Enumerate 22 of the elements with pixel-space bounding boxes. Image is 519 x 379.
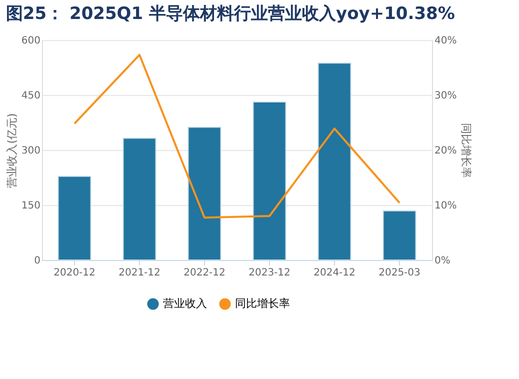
y2-tick-label: 40% <box>434 36 457 46</box>
line-series <box>74 54 400 219</box>
x-tick-label: 2020-12 <box>54 268 96 278</box>
y-tick-label: 450 <box>21 90 40 102</box>
y-tick-label: 300 <box>21 146 40 156</box>
y-tick-label: 0 <box>34 256 40 266</box>
x-tick-label: 2023-12 <box>248 268 290 278</box>
x-tick-label: 2025-03 <box>378 268 420 278</box>
y2-tick-label: 10% <box>434 200 457 212</box>
y-axis-title: 营业收入(亿元) <box>5 113 18 188</box>
legend-label: 营业收入 <box>163 297 207 310</box>
y-tick-label: 600 <box>21 36 40 46</box>
y-tick-label: 150 <box>21 200 40 212</box>
y2-tick-label: 0% <box>434 256 450 266</box>
y2-tick-label: 20% <box>434 146 457 156</box>
x-tick-label: 2021-12 <box>118 268 160 278</box>
y2-axis-title: 同比增长率 <box>460 123 473 178</box>
legend-label: 同比增长率 <box>235 297 290 310</box>
x-tick-label: 2022-12 <box>184 268 226 278</box>
y2-tick-label: 30% <box>434 90 457 102</box>
chart-title: 图25： 2025Q1 半导体材料行业营业收入yoy+10.38% <box>6 4 455 24</box>
x-tick-label: 2024-12 <box>314 268 356 278</box>
